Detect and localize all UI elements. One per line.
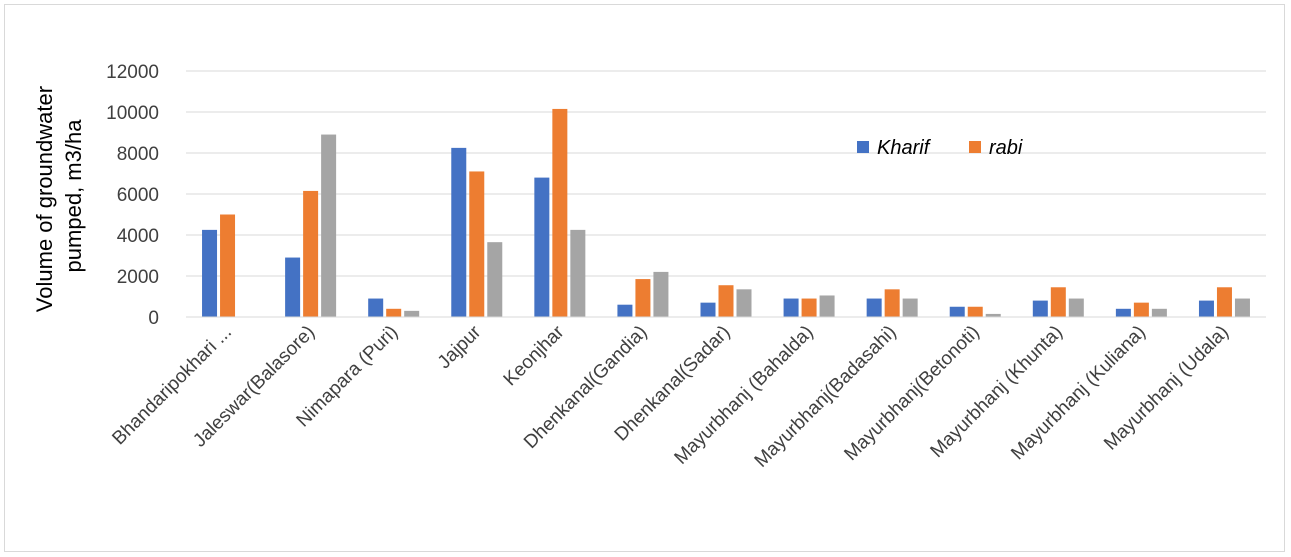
legend-label: rabi	[989, 137, 1023, 159]
bar	[967, 306, 983, 317]
bar	[451, 147, 467, 317]
bar	[487, 242, 503, 317]
x-tick-label: Mayurbhanj (Kuliana)	[1007, 322, 1150, 465]
bar	[985, 313, 1001, 317]
bar	[884, 289, 900, 317]
bar	[303, 190, 319, 317]
bar	[653, 271, 669, 317]
bar	[635, 279, 651, 317]
bar	[404, 310, 420, 317]
bar	[534, 177, 550, 317]
y-tick-label: 6000	[117, 185, 159, 206]
bar	[220, 214, 236, 317]
bar	[819, 295, 835, 317]
legend-swatch	[969, 141, 981, 153]
bar	[1234, 298, 1250, 317]
y-tick-label: 4000	[117, 226, 159, 247]
bar	[801, 298, 817, 317]
bar	[718, 285, 734, 317]
bar	[1068, 298, 1084, 317]
bar	[1050, 287, 1066, 317]
bars	[202, 108, 1250, 317]
gridlines	[186, 70, 1266, 277]
bar	[783, 298, 799, 317]
x-tick-label: Keonjhar	[500, 321, 569, 390]
bar	[368, 298, 384, 317]
y-tick-label: 0	[148, 308, 159, 329]
x-tick-label: Mayurbhanj(Betonoti)	[840, 322, 983, 465]
y-tick-label: 10000	[106, 103, 159, 124]
bar	[902, 298, 918, 317]
bar	[700, 302, 716, 317]
bar	[321, 134, 337, 317]
y-tick-label: 8000	[117, 144, 159, 165]
bar	[736, 289, 752, 317]
y-tick-label: 12000	[106, 62, 159, 83]
bar	[617, 304, 633, 317]
chart-frame	[4, 4, 1285, 552]
bar	[285, 257, 301, 317]
bar	[469, 171, 485, 317]
x-tick-label: Jajpur	[434, 321, 486, 373]
x-tick-label: Mayurbhanj (Bahalda)	[671, 322, 818, 469]
bar	[1151, 308, 1167, 317]
bar	[1032, 300, 1048, 317]
x-tick-label: Mayurbhanj(Badasahi)	[751, 322, 901, 472]
legend-swatch	[857, 141, 869, 153]
y-tick-label: 2000	[117, 267, 159, 288]
bar	[386, 308, 402, 317]
legend: Kharif rabi	[857, 137, 1023, 159]
bar	[1198, 300, 1214, 317]
x-axis-ticks: Bhandaripokhari ...Jaleswar(Balasore)Nim…	[108, 321, 1233, 472]
bar	[1133, 302, 1149, 317]
bar	[866, 298, 882, 317]
y-axis-label: Volume of groundwater pumped, m3/ha	[32, 80, 86, 312]
legend-label: Kharif	[877, 137, 932, 159]
y-axis-label-line-1: Volume of groundwater	[32, 86, 57, 312]
bar	[1115, 308, 1131, 317]
bar	[552, 108, 568, 317]
y-axis-label-line-2: pumped, m3/ha	[61, 119, 86, 273]
bar	[1216, 287, 1232, 317]
bar	[202, 229, 218, 317]
bar	[570, 229, 586, 317]
y-axis-ticks: 0 2000 4000 6000 8000 10000 12000	[106, 62, 159, 329]
bar	[949, 306, 965, 317]
